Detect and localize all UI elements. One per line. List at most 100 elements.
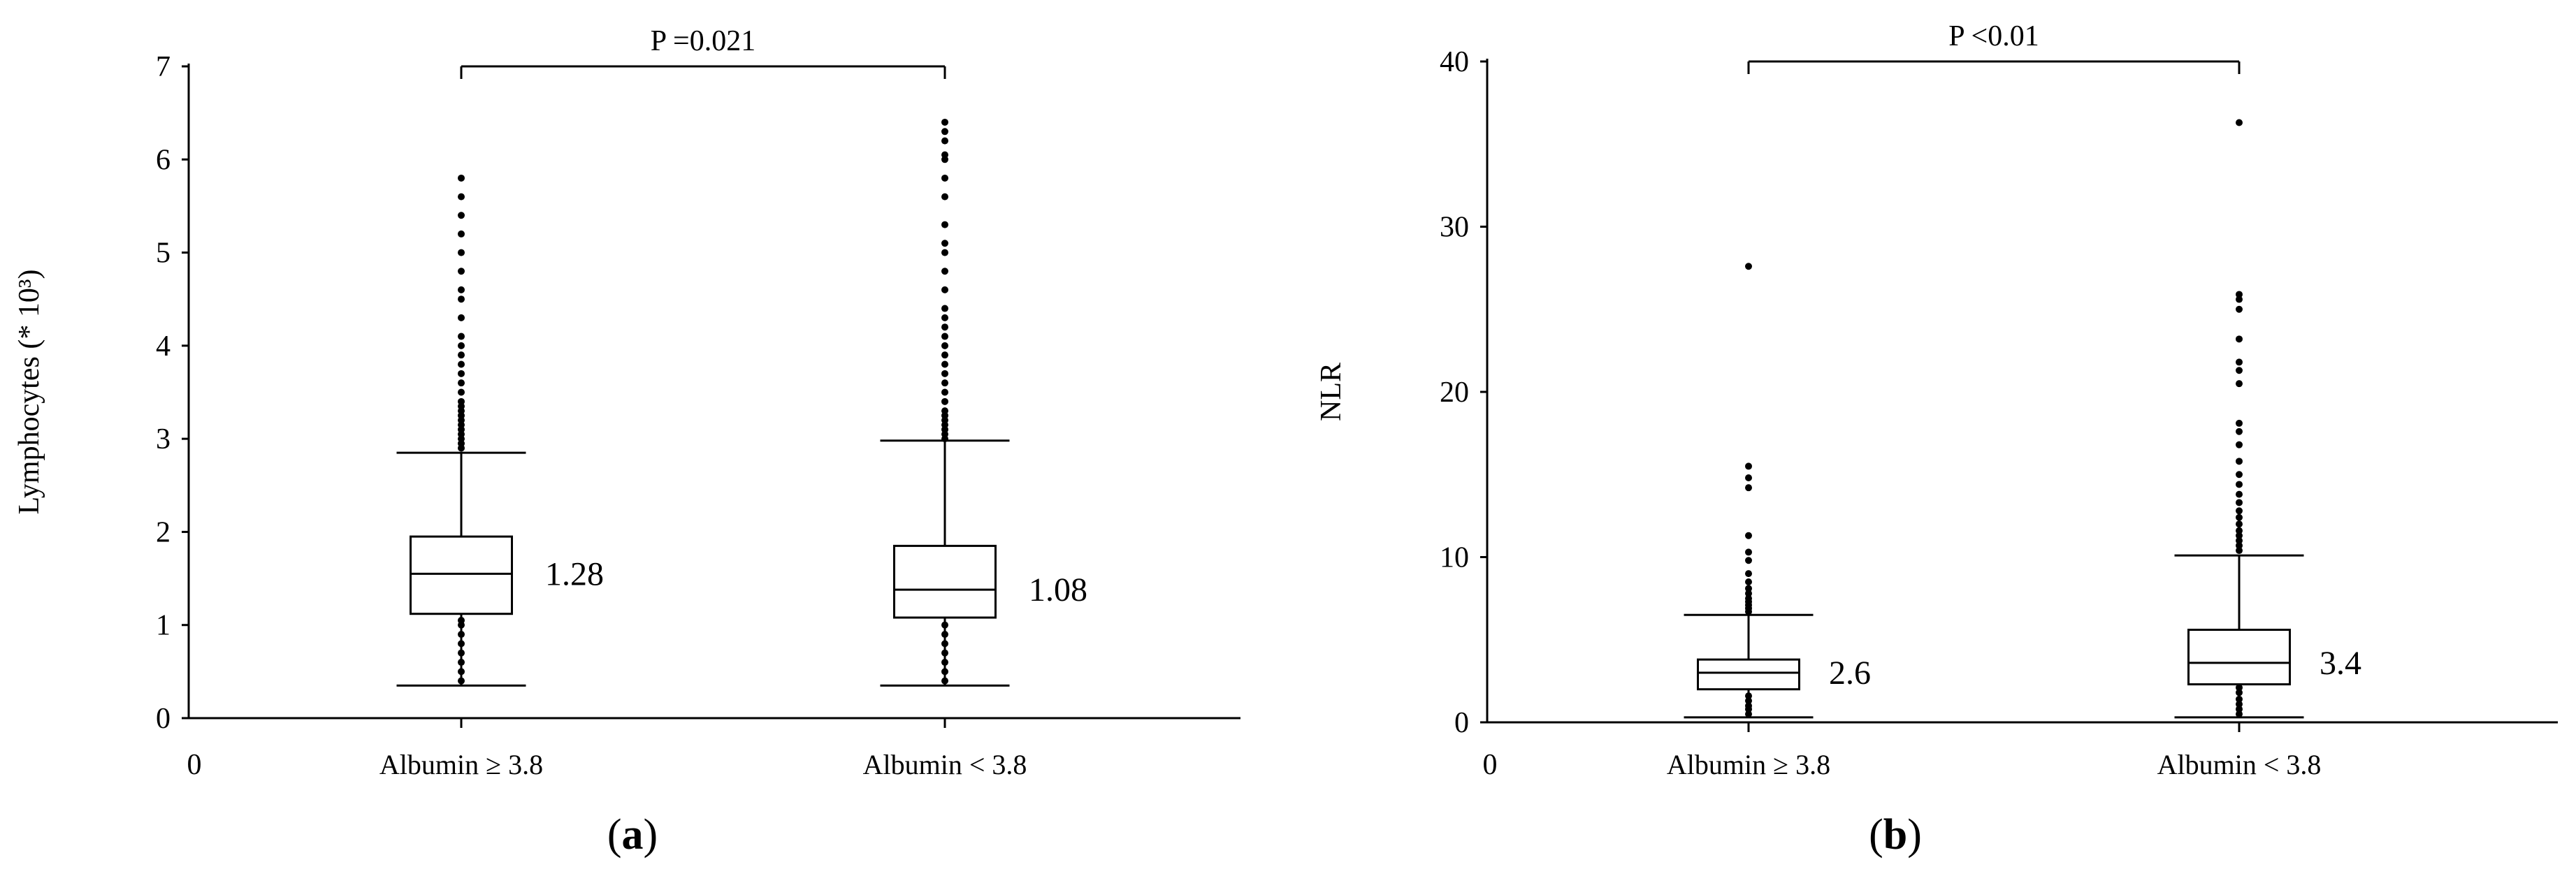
outlier-point bbox=[458, 388, 465, 396]
category-label: Albumin ≥ 3.8 bbox=[379, 749, 543, 780]
outlier-point bbox=[458, 333, 465, 340]
outlier-point bbox=[2236, 536, 2243, 544]
outlier-point bbox=[458, 268, 465, 275]
outlier-point bbox=[2236, 295, 2243, 303]
outlier-point bbox=[458, 342, 465, 349]
outlier-point bbox=[2236, 695, 2243, 703]
outlier-point bbox=[941, 659, 948, 666]
outlier-point bbox=[2236, 428, 2243, 435]
outlier-point bbox=[941, 240, 948, 247]
outlier-point bbox=[941, 151, 948, 159]
outlier-point bbox=[458, 360, 465, 368]
outlier-point bbox=[1745, 484, 1752, 492]
y-tick-label: 3 bbox=[156, 423, 171, 455]
outlier-point bbox=[2236, 481, 2243, 488]
outlier-point bbox=[941, 314, 948, 321]
outlier-point bbox=[941, 118, 948, 126]
outlier-point bbox=[941, 193, 948, 200]
x-origin-label: 0 bbox=[187, 749, 202, 781]
outlier-point bbox=[941, 323, 948, 331]
box-annotation: 3.4 bbox=[2320, 645, 2361, 682]
outlier-point bbox=[1745, 697, 1752, 705]
outlier-point bbox=[458, 249, 465, 256]
outlier-point bbox=[458, 193, 465, 200]
outlier-point bbox=[941, 221, 948, 228]
outlier-point bbox=[458, 677, 465, 685]
y-axis-label: NLR bbox=[1315, 363, 1347, 421]
outlier-point bbox=[2236, 419, 2243, 427]
outlier-point bbox=[458, 631, 465, 638]
outlier-point bbox=[458, 617, 465, 625]
outlier-point bbox=[1745, 578, 1752, 585]
y-tick-label: 40 bbox=[1440, 46, 1469, 78]
outlier-point bbox=[941, 631, 948, 638]
outlier-point bbox=[941, 305, 948, 312]
outlier-point bbox=[1745, 702, 1752, 710]
outlier-point bbox=[941, 360, 948, 368]
outlier-point bbox=[1745, 532, 1752, 539]
outlier-point bbox=[2236, 380, 2243, 388]
outlier-point bbox=[2236, 532, 2243, 539]
outlier-point bbox=[458, 640, 465, 648]
outlier-point bbox=[1745, 594, 1752, 602]
outlier-point bbox=[2236, 684, 2243, 692]
panel-letter: b bbox=[1883, 811, 1907, 859]
outlier-point bbox=[1745, 462, 1752, 470]
outlier-point bbox=[458, 230, 465, 238]
outlier-point bbox=[2236, 547, 2243, 555]
x-origin-label: 0 bbox=[1483, 749, 1498, 781]
y-tick-label: 7 bbox=[156, 51, 171, 83]
box-annotation: 1.08 bbox=[1029, 571, 1087, 608]
outlier-point bbox=[1745, 557, 1752, 564]
outlier-point bbox=[941, 621, 948, 629]
outlier-point bbox=[2236, 689, 2243, 696]
outlier-point bbox=[1745, 548, 1752, 556]
outlier-point bbox=[458, 314, 465, 321]
outlier-point bbox=[941, 342, 948, 349]
outlier-point bbox=[2236, 541, 2243, 549]
outlier-point bbox=[941, 677, 948, 685]
outlier-point bbox=[2236, 367, 2243, 374]
category-label: Albumin < 3.8 bbox=[2157, 749, 2322, 780]
outlier-point bbox=[458, 659, 465, 666]
outlier-point bbox=[1745, 692, 1752, 700]
outlier-point bbox=[1745, 585, 1752, 592]
y-tick-label: 30 bbox=[1440, 212, 1469, 244]
outlier-point bbox=[2236, 513, 2243, 521]
outlier-point bbox=[941, 174, 948, 182]
box-iqr bbox=[410, 535, 513, 615]
outlier-point bbox=[2236, 700, 2243, 708]
outlier-point bbox=[941, 397, 948, 405]
outlier-point bbox=[1745, 570, 1752, 578]
outlier-point bbox=[2236, 335, 2243, 343]
outlier-point bbox=[2236, 710, 2243, 718]
box-iqr bbox=[1697, 658, 1800, 691]
box-iqr bbox=[2187, 629, 2291, 686]
y-tick-label: 4 bbox=[156, 330, 171, 363]
y-tick-label: 6 bbox=[156, 144, 171, 176]
outlier-point bbox=[2236, 499, 2243, 506]
y-tick-label: 5 bbox=[156, 238, 171, 270]
outlier-point bbox=[458, 649, 465, 657]
panel-label: (b) bbox=[1869, 811, 1922, 859]
outlier-point bbox=[941, 137, 948, 145]
outlier-point bbox=[458, 370, 465, 377]
panel-a-chart: 0 1 2 3 4 5 6 7 0 Lymphocytes (* 10³) Albumin ≥ 3.… bbox=[13, 25, 1240, 859]
outlier-point bbox=[458, 351, 465, 359]
outlier-point bbox=[941, 249, 948, 256]
outlier-point bbox=[2236, 706, 2243, 713]
p-value-label: P <0.01 bbox=[1948, 20, 2039, 52]
panel-label: (a) bbox=[607, 811, 658, 859]
outlier-point bbox=[2236, 507, 2243, 515]
y-tick-label: 0 bbox=[156, 703, 171, 735]
outlier-point bbox=[941, 286, 948, 293]
panel-b-chart: 0 10 20 30 40 0 NLR Albumin ≥ 3.8 2.6 Albumin < 3… bbox=[1315, 20, 2558, 859]
outlier-point bbox=[941, 128, 948, 136]
outlier-point bbox=[941, 407, 948, 415]
outlier-point bbox=[458, 295, 465, 303]
y-tick-label: 10 bbox=[1440, 542, 1469, 574]
y-tick-label: 1 bbox=[156, 610, 171, 642]
outlier-point bbox=[941, 388, 948, 396]
outlier-point bbox=[2236, 441, 2243, 448]
